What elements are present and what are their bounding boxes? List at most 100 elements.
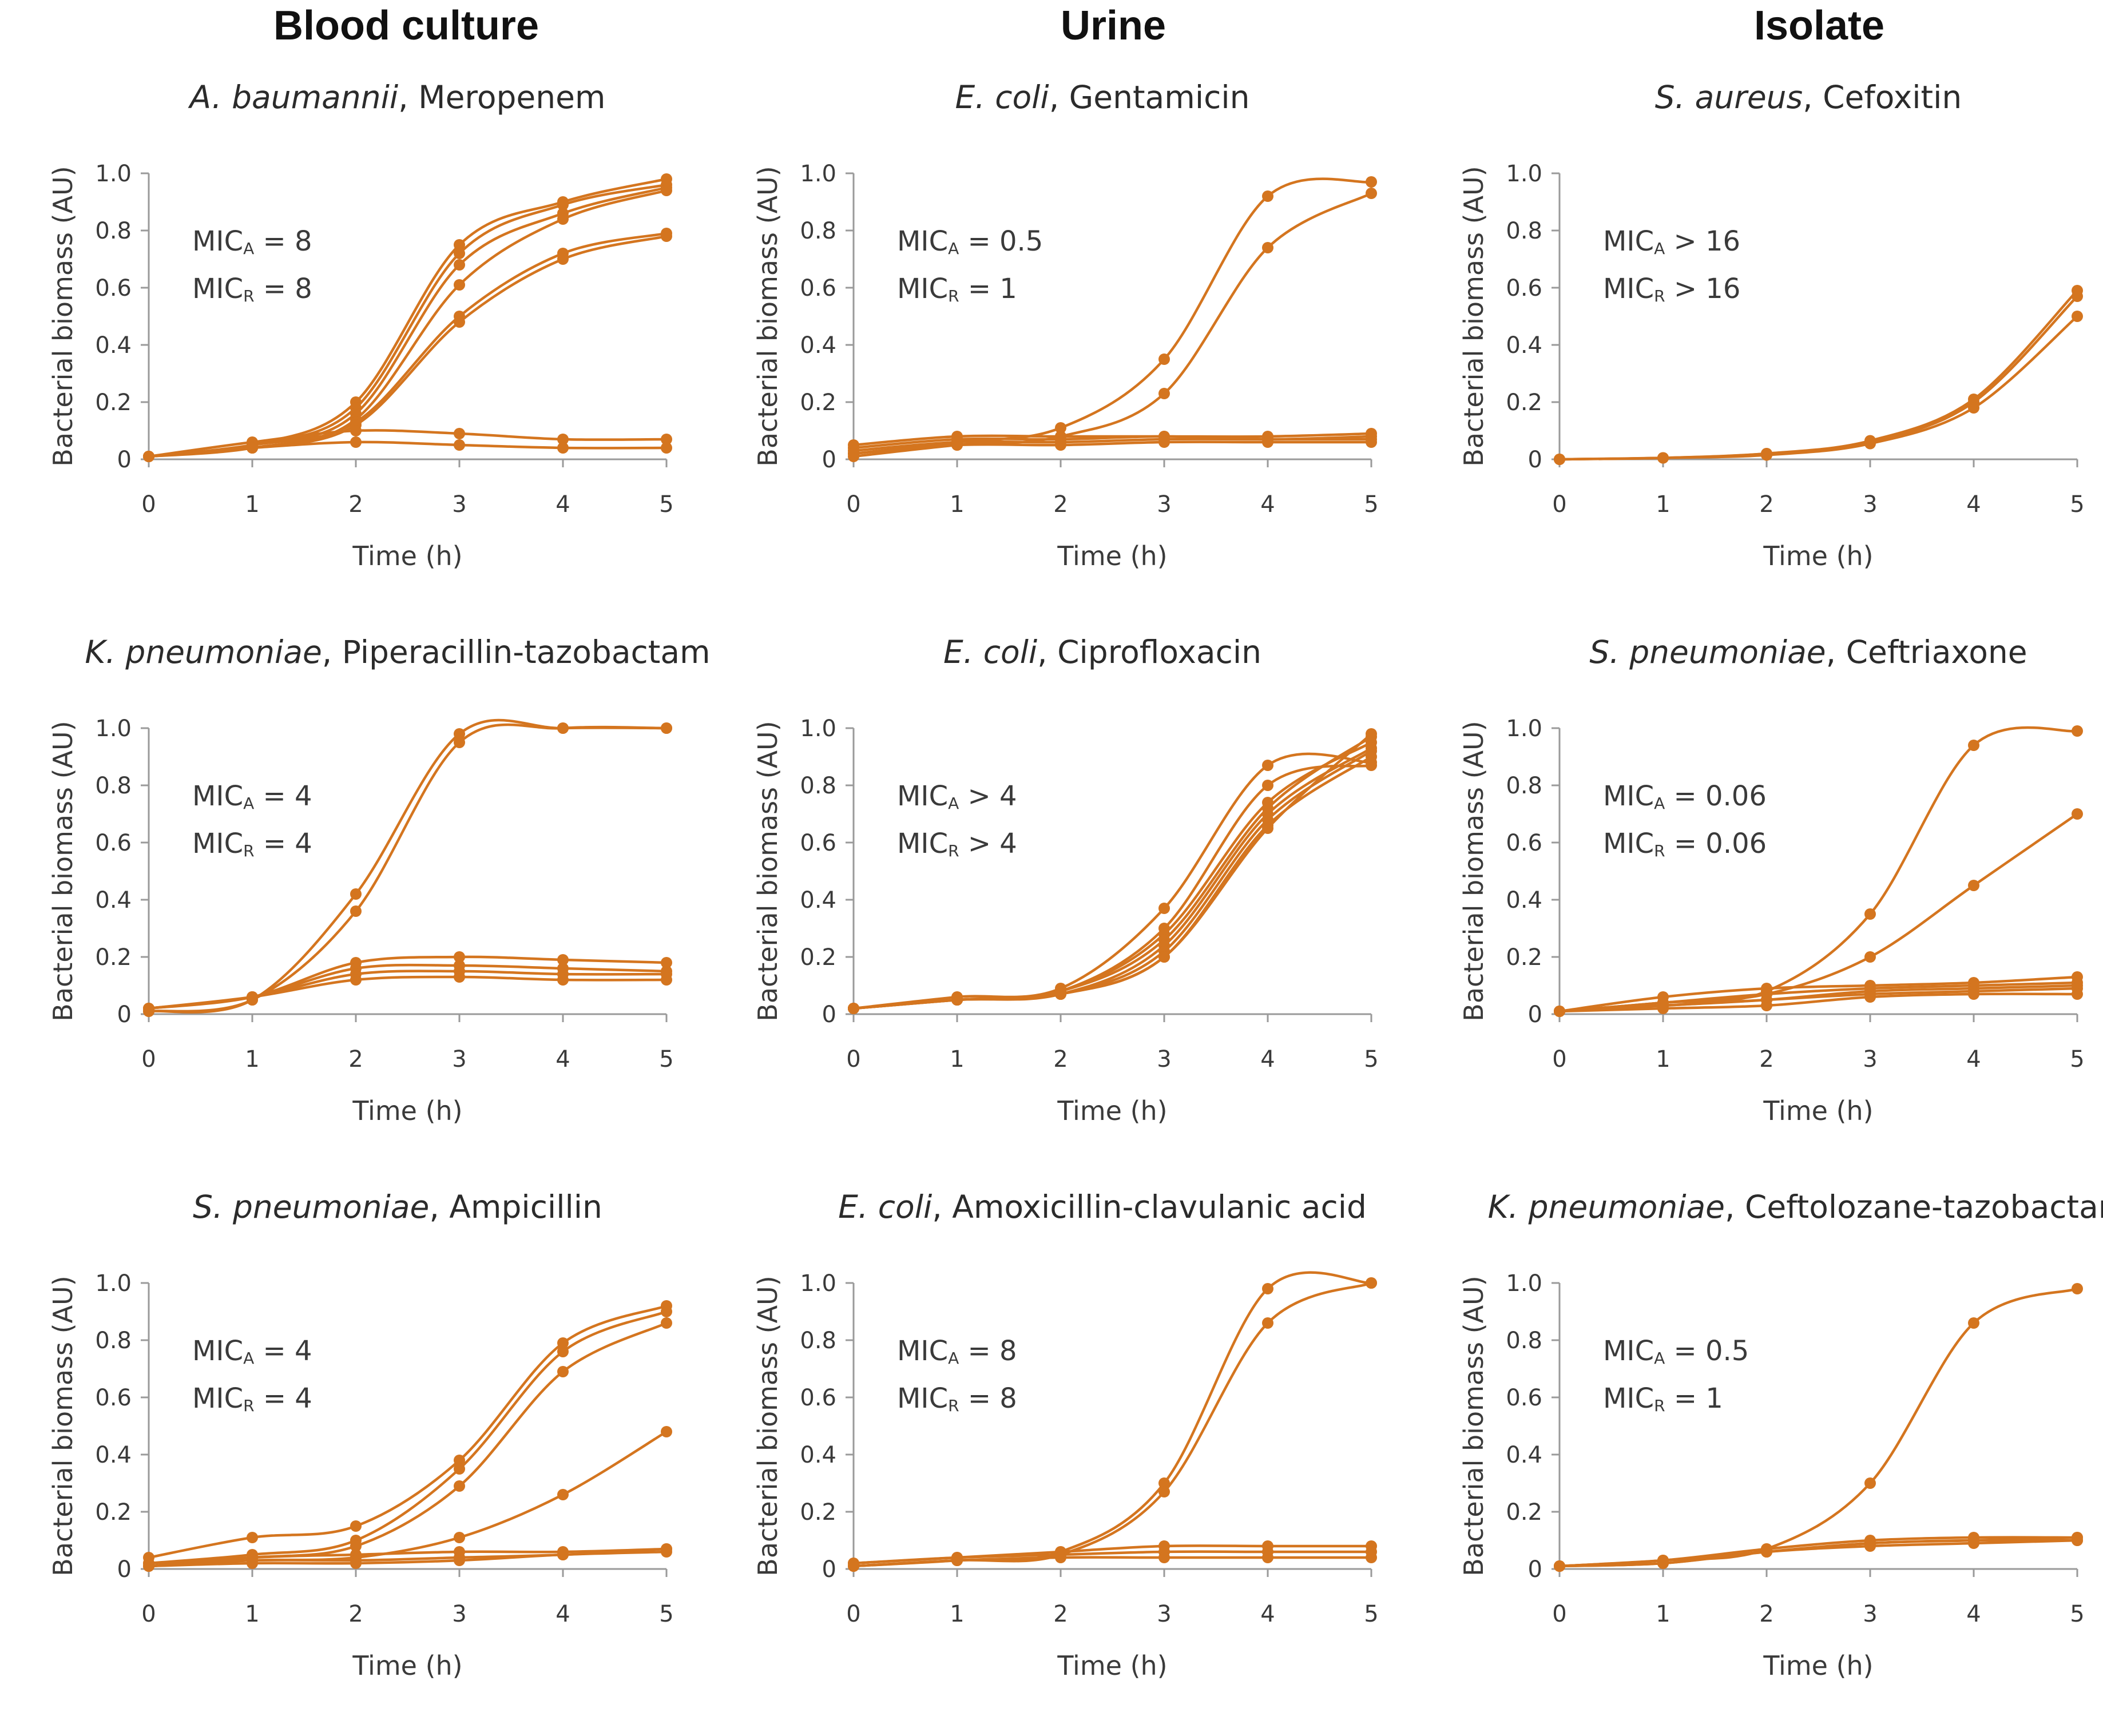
y-tick-label: 0.8 (1506, 1328, 1542, 1354)
y-tick-label: 0.2 (1506, 944, 1542, 971)
x-tick-label: 0 (141, 1601, 156, 1627)
data-point (1366, 1277, 1377, 1289)
y-tick-label: 1.0 (1506, 161, 1542, 187)
data-point (661, 957, 672, 968)
y-tick-label: 0.4 (800, 887, 836, 913)
x-tick-label: 2 (1759, 491, 1773, 518)
data-point (2072, 291, 2083, 302)
data-point (247, 442, 258, 454)
chart-panel: S. aureus, Cefoxitin 0 0.2 0.4 0.6 0.8 1.0 0 1 2 3… (1457, 71, 2103, 626)
data-point (661, 1546, 672, 1558)
drug-name: , Ciprofloxacin (1037, 634, 1262, 670)
organism-name: K. pneumoniae (85, 634, 322, 670)
data-point (1864, 438, 1876, 450)
y-tick-label: 0.4 (1506, 1442, 1542, 1468)
y-axis-label: Bacterial biomass (AU) (47, 721, 78, 1021)
data-point (661, 434, 672, 445)
column-header-blood-culture: Blood culture (273, 3, 539, 49)
data-point (1968, 740, 1979, 751)
mic-a-value: MICA = 8 (897, 1335, 1017, 1368)
data-point (143, 451, 154, 462)
chart-panel: S. pneumoniae, Ceftriaxone 0 0.2 0.4 0.6 0.8 1… (1457, 626, 2103, 1181)
data-point (557, 434, 569, 445)
data-point (2072, 725, 2083, 737)
x-tick-label: 1 (1656, 491, 1670, 518)
data-point (1366, 760, 1377, 771)
x-tick-label: 1 (1656, 1601, 1670, 1627)
mic-r-value: MICR = 8 (897, 1383, 1017, 1415)
data-point (661, 185, 672, 196)
data-point (1657, 1558, 1669, 1569)
mic-a-value: MICA = 8 (192, 225, 312, 258)
data-series (143, 971, 672, 1014)
series-line (852, 1556, 1373, 1568)
y-axis-label: Bacterial biomass (AU) (1458, 166, 1489, 466)
data-point (557, 954, 569, 966)
data-point (247, 991, 258, 1003)
x-tick-label: 3 (1157, 491, 1171, 518)
data-point (661, 974, 672, 986)
data-series (848, 176, 1377, 459)
y-tick-label: 1.0 (800, 161, 836, 187)
x-tick-label: 5 (659, 1601, 673, 1627)
data-point (454, 1455, 465, 1466)
mic-annotation: MICA = 4 MICR = 4 (192, 1331, 312, 1426)
data-series (848, 1552, 1377, 1572)
mic-annotation: MICA = 0.06 MICR = 0.06 (1603, 776, 1767, 871)
data-point (557, 1366, 569, 1377)
mic-r-value: MICR > 4 (897, 828, 1017, 860)
mic-annotation: MICA > 4 MICR > 4 (897, 776, 1017, 871)
x-axis-label: Time (h) (352, 1095, 462, 1126)
y-tick-label: 0.8 (1506, 773, 1542, 799)
data-point (1554, 1560, 1565, 1572)
data-point (1262, 760, 1273, 771)
y-tick-label: 0.2 (1506, 1499, 1542, 1526)
data-series (143, 951, 672, 1014)
organism-name: S. pneumoniae (1589, 634, 1826, 670)
y-tick-label: 0.6 (1506, 1385, 1542, 1411)
x-tick-label: 4 (1260, 1601, 1275, 1627)
y-tick-label: 0.4 (800, 332, 836, 359)
x-tick-label: 2 (348, 1046, 363, 1072)
x-tick-label: 0 (141, 1046, 156, 1072)
data-series (143, 1546, 672, 1572)
series-line (1558, 1287, 2079, 1568)
y-tick-label: 1.0 (800, 1270, 836, 1297)
series-line (147, 1310, 668, 1565)
y-axis-label: Bacterial biomass (AU) (1458, 721, 1489, 1021)
data-point (2072, 1535, 2083, 1546)
column-header-urine: Urine (1060, 3, 1166, 49)
mic-a-value: MICA = 0.5 (1603, 1335, 1749, 1368)
series-line (1558, 1539, 2079, 1568)
data-point (454, 737, 465, 748)
series-line (147, 440, 668, 458)
x-tick-label: 0 (846, 491, 860, 518)
data-point (1158, 388, 1170, 399)
organism-name: S. aureus (1654, 79, 1803, 116)
data-point (1761, 449, 1772, 461)
data-point (1657, 452, 1669, 464)
panel-title: K. pneumoniae, Piperacillin-tazobactam (46, 626, 749, 678)
data-point (350, 436, 362, 448)
data-point (1968, 1538, 1979, 1549)
organism-name: E. coli (943, 634, 1038, 670)
data-series (143, 966, 672, 1014)
x-tick-label: 1 (1656, 1046, 1670, 1072)
y-axis-label: Bacterial biomass (AU) (752, 721, 783, 1021)
chart-panel: K. pneumoniae, Ceftolozane-tazobactam 0 0.… (1457, 1181, 2103, 1736)
data-point (2072, 1283, 2083, 1294)
series-line (1558, 315, 2079, 461)
data-point (454, 1555, 465, 1566)
data-series (1554, 988, 2083, 1017)
y-tick-label: 0.2 (95, 944, 132, 971)
series-line (852, 1550, 1373, 1565)
x-tick-label: 5 (2070, 1601, 2084, 1627)
data-point (557, 442, 569, 454)
mic-r-value: MICR = 4 (192, 828, 312, 860)
y-tick-label: 0.8 (95, 773, 132, 799)
data-point (1968, 988, 1979, 1000)
x-tick-label: 1 (245, 1601, 259, 1627)
mic-annotation: MICA = 0.5 MICR = 1 (897, 221, 1043, 316)
data-point (454, 428, 465, 439)
data-point (1055, 439, 1066, 451)
